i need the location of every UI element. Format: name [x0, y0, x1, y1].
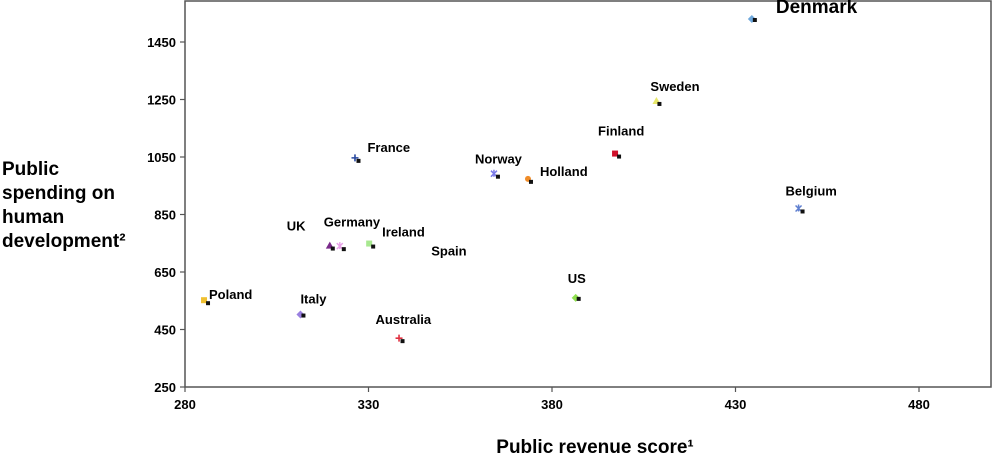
point-label: UK — [287, 219, 306, 234]
x-tick-label: 280 — [174, 397, 196, 412]
marker-shadow — [301, 313, 306, 318]
point-label: Denmark — [776, 0, 858, 18]
y-axis-label: Public spending on human development² — [2, 158, 126, 254]
plus-marker-icon — [395, 334, 403, 342]
x-tick-label: 480 — [908, 397, 930, 412]
x-axis: 280 330 380 430 480 — [174, 387, 930, 412]
data-point-sweden[interactable]: Sweden — [650, 79, 700, 106]
plus-marker-icon — [351, 154, 359, 162]
marker-shadow — [356, 158, 361, 163]
plot-area — [184, 0, 992, 388]
y-axis: 250 450 650 850 1050 1250 1450 — [147, 35, 185, 395]
x-axis-label: Public revenue score¹ — [496, 437, 694, 458]
y-axis-label-line: development² — [2, 231, 126, 252]
point-label: Holland — [540, 164, 588, 179]
point-label: US — [568, 271, 586, 286]
data-points: Denmark Sweden Finland Norway Holland France B… — [201, 0, 858, 344]
marker-shadow — [752, 18, 757, 22]
data-point-denmark[interactable]: Denmark — [747, 0, 858, 23]
point-label: Italy — [300, 292, 327, 307]
y-tick-label: 1450 — [147, 35, 176, 50]
y-tick-label: 1050 — [147, 150, 176, 165]
marker-shadow — [528, 179, 533, 184]
data-point-norway[interactable]: Norway — [475, 152, 523, 179]
y-axis-label-line: Public — [2, 159, 60, 180]
data-point-italy[interactable]: Italy — [296, 292, 327, 319]
marker-shadow — [400, 339, 405, 344]
data-point-finland[interactable]: Finland — [598, 124, 644, 159]
point-label: Norway — [475, 152, 523, 167]
y-tick-label: 650 — [154, 265, 176, 280]
data-point-holland[interactable]: Holland — [524, 164, 588, 184]
x-tick-label: 380 — [541, 397, 563, 412]
point-label: Germany — [324, 215, 381, 230]
marker-shadow — [341, 247, 346, 252]
point-label: Belgium — [786, 183, 837, 198]
point-label: Ireland — [382, 225, 425, 240]
y-tick-label: 450 — [154, 323, 176, 338]
data-point-germany[interactable]: Germany — [324, 215, 381, 251]
marker-shadow — [330, 246, 335, 251]
marker-shadow — [576, 296, 581, 301]
y-axis-label-line: human — [2, 207, 65, 228]
x-tick-label: 430 — [725, 397, 747, 412]
data-point-france[interactable]: France — [351, 140, 410, 163]
point-label: Spain — [431, 243, 466, 258]
data-point-belgium[interactable]: Belgium — [786, 183, 837, 214]
data-point-poland[interactable]: Poland — [201, 287, 252, 306]
data-point-us[interactable]: US — [568, 271, 586, 302]
data-point-australia[interactable]: Australia — [376, 312, 432, 344]
data-point-spain[interactable]: Spain — [431, 243, 466, 258]
data-point[interactable] — [336, 242, 346, 252]
y-axis-label-line: spending on — [2, 183, 115, 204]
y-tick-label: 250 — [154, 380, 176, 395]
point-label: France — [367, 140, 410, 155]
marker-shadow — [800, 209, 805, 214]
y-tick-label: 1250 — [147, 93, 176, 108]
y-tick-label: 850 — [154, 208, 176, 223]
data-point-uk[interactable]: UK — [287, 219, 306, 234]
point-label: Poland — [209, 287, 252, 302]
marker-shadow — [657, 101, 662, 106]
square-marker-icon — [366, 240, 373, 247]
square-marker-icon — [612, 150, 619, 157]
marker-shadow — [371, 244, 376, 249]
marker-shadow — [617, 154, 622, 159]
x-tick-label: 330 — [358, 397, 380, 412]
marker-shadow — [206, 301, 211, 306]
point-label: Finland — [598, 124, 644, 139]
point-label: Australia — [376, 312, 432, 327]
marker-shadow — [495, 174, 500, 179]
square-marker-icon — [201, 297, 208, 304]
point-label: Sweden — [650, 79, 699, 94]
data-point-ireland[interactable]: Ireland — [366, 225, 425, 249]
